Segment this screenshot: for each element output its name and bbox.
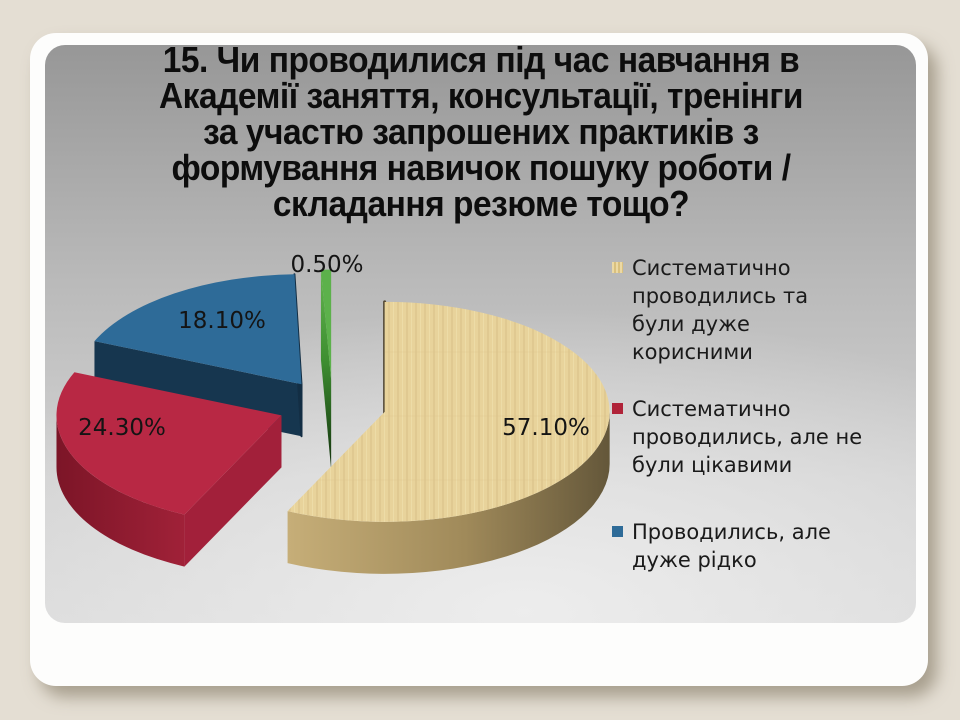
pie-percentage-label: 24.30% [78,415,166,441]
legend-label: Проводились, але дуже рідко [632,520,831,572]
legend-label: Систематично проводились, але не були ці… [632,397,863,477]
legend-color-swatch-icon [612,262,623,273]
pie-slice-0-rim [287,411,610,574]
pie-slice-1-cut-face [184,415,282,567]
legend-color-swatch-icon [612,403,623,414]
legend-item: Систематично проводились та були дуже ко… [612,254,808,366]
legend-item: Проводились, але дуже рідко [612,518,831,574]
legend-item: Систематично проводились, але не були ці… [612,395,862,479]
pie-slice-2-top [94,274,302,385]
slide-title: 15. Чи проводилися під час навчання в Ак… [158,39,804,224]
pie-slice-3-cut-face [320,269,332,470]
pie-slice-3-top [320,269,332,380]
pie-slice-1-top [56,372,282,515]
legend-label: Систематично проводились та були дуже ко… [632,256,809,364]
pie-percentage-label: 0.50% [290,252,364,278]
pie-slice-0-texture [287,301,610,522]
pie-percentage-label: 18.10% [178,308,266,334]
pie-slice-1-rim [56,415,185,567]
legend-color-swatch-icon [612,526,623,537]
pie-percentage-label: 57.10% [502,415,590,441]
